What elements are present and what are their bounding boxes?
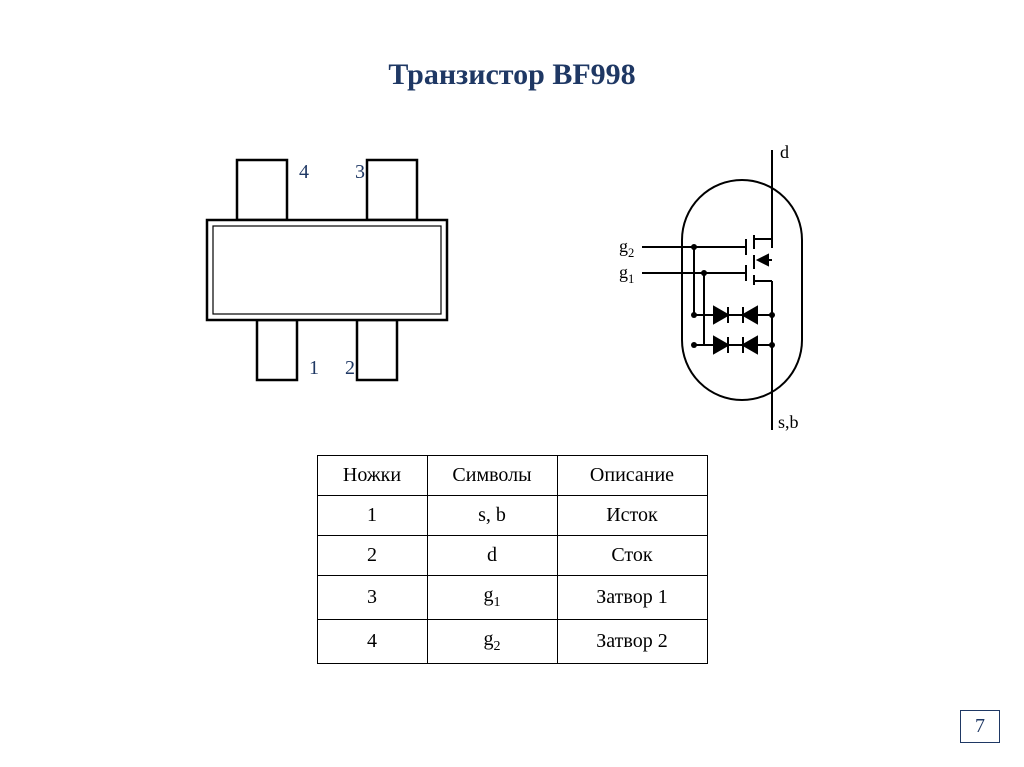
pin-table: Ножки Символы Описание 1s, bИсток2dСток3… xyxy=(317,455,708,664)
table-cell: Затвор 1 xyxy=(557,576,707,620)
table-cell: 1 xyxy=(317,496,427,536)
table-cell: s, b xyxy=(427,496,557,536)
svg-text:1: 1 xyxy=(309,357,319,379)
svg-text:2: 2 xyxy=(345,357,355,379)
page-title: Транзистор BF998 xyxy=(0,58,1024,92)
schematic-diagram: d s,b g2g1 xyxy=(587,140,847,440)
page-number: 7 xyxy=(960,710,1000,743)
col-symbol: Символы xyxy=(427,456,557,496)
table-cell: Сток xyxy=(557,536,707,576)
pin-table-body: 1s, bИсток2dСток3g1Затвор 14g2Затвор 2 xyxy=(317,496,707,664)
col-desc: Описание xyxy=(557,456,707,496)
svg-text:3: 3 xyxy=(355,161,365,183)
table-cell: d xyxy=(427,536,557,576)
table-row: 3g1Затвор 1 xyxy=(317,576,707,620)
table-row: 4g2Затвор 2 xyxy=(317,620,707,664)
table-header-row: Ножки Символы Описание xyxy=(317,456,707,496)
table-cell: Затвор 2 xyxy=(557,620,707,664)
table-cell: g1 xyxy=(427,576,557,620)
diagram-row: 4 3 1 2 d s,b g2g1 xyxy=(0,140,1024,440)
svg-text:s,b: s,b xyxy=(778,412,799,432)
table-cell: g2 xyxy=(427,620,557,664)
svg-text:g2: g2 xyxy=(619,236,634,260)
table-cell: 2 xyxy=(317,536,427,576)
svg-text:4: 4 xyxy=(299,161,309,183)
table-row: 2dСток xyxy=(317,536,707,576)
svg-text:d: d xyxy=(780,142,789,162)
col-pin: Ножки xyxy=(317,456,427,496)
table-cell: 4 xyxy=(317,620,427,664)
package-diagram: 4 3 1 2 xyxy=(177,140,477,400)
svg-text:g1: g1 xyxy=(619,262,634,286)
table-row: 1s, bИсток xyxy=(317,496,707,536)
table-cell: Исток xyxy=(557,496,707,536)
table-cell: 3 xyxy=(317,576,427,620)
